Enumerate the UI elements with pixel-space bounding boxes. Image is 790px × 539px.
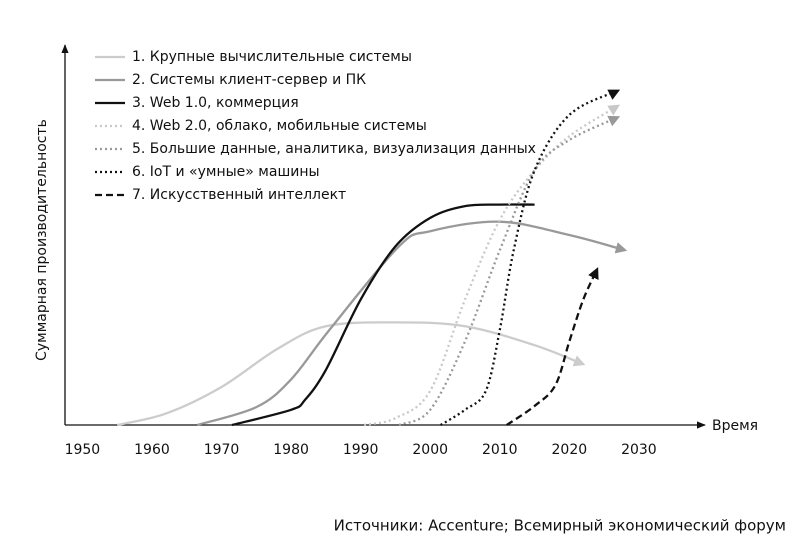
- series-line: [440, 89, 621, 426]
- x-tick-label: 2030: [621, 442, 657, 458]
- x-tick-label: 1990: [343, 442, 379, 458]
- x-tick-label: 1950: [65, 442, 101, 458]
- x-tick-label: 1970: [204, 442, 240, 458]
- legend-label: 2. Системы клиент-сервер и ПК: [132, 72, 366, 88]
- series-line: [363, 104, 620, 427]
- x-axis-label: Время: [712, 418, 758, 434]
- series-line: [506, 267, 599, 426]
- series-line: [398, 115, 621, 427]
- legend-label: 3. Web 1.0, коммерция: [132, 95, 299, 111]
- x-tick-label: 1980: [273, 442, 309, 458]
- series-line: [196, 220, 628, 427]
- y-axis-label: Суммарная производительность: [34, 119, 50, 361]
- legend-label: 1. Крупные вычислительные системы: [132, 49, 412, 65]
- legend-label: 6. IoT и «умные» машины: [132, 164, 320, 180]
- legend-label: 7. Искусственный интеллект: [132, 187, 346, 203]
- series-line: [116, 321, 586, 427]
- source: Источники: Accenture; Всемирный экономич…: [334, 517, 786, 535]
- x-tick-label: 1960: [134, 442, 170, 458]
- x-tick-label: 2010: [482, 442, 518, 458]
- series-line: [231, 203, 535, 427]
- legend-label: 4. Web 2.0, облако, мобильные системы: [132, 118, 427, 134]
- x-tick-label: 2020: [552, 442, 588, 458]
- legend-label: 5. Большие данные, аналитика, визуализац…: [132, 141, 536, 157]
- x-tick-label: 2000: [412, 442, 448, 458]
